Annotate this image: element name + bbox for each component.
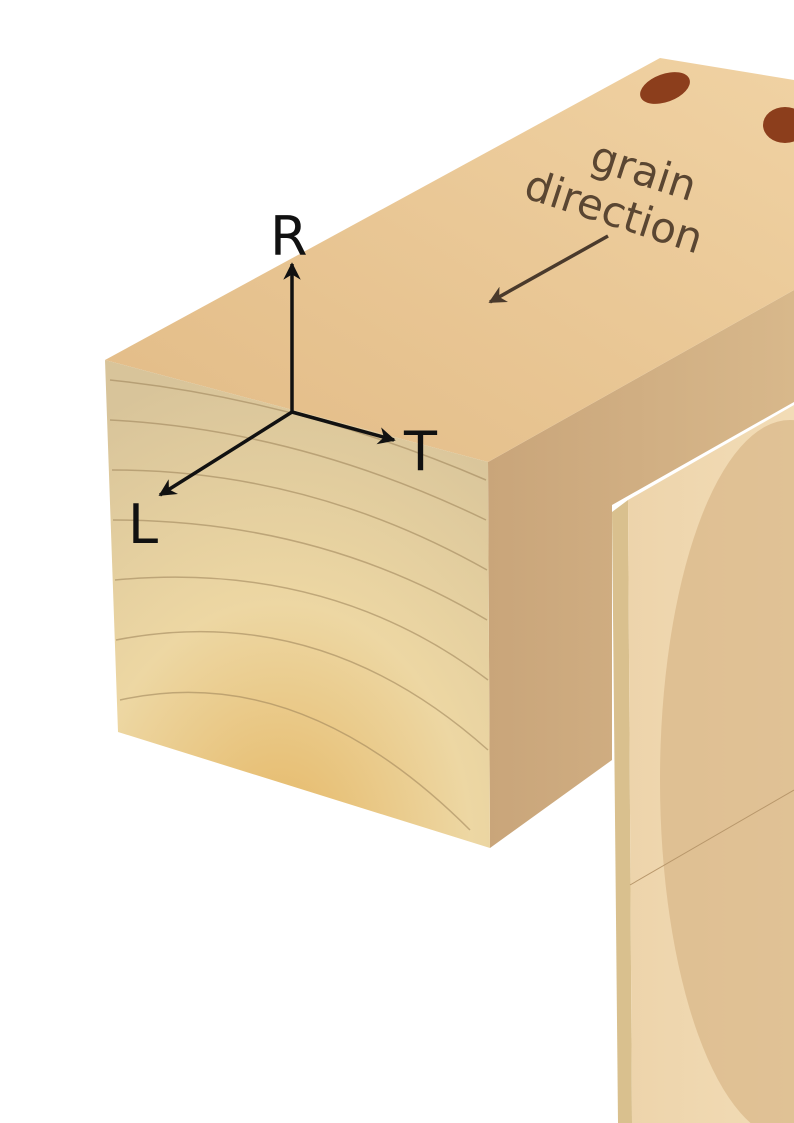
board-shade — [660, 420, 794, 1123]
grain-arrow — [488, 234, 609, 304]
knot — [640, 72, 690, 104]
side-face — [488, 290, 794, 848]
board-seam — [629, 789, 794, 886]
axes — [158, 262, 396, 497]
block — [105, 58, 794, 848]
board — [612, 405, 794, 1123]
l-axis — [158, 410, 293, 497]
r-label: R — [270, 205, 308, 268]
top-face — [105, 58, 794, 462]
l-label: L — [128, 493, 158, 556]
end-face — [105, 360, 490, 848]
t-label: T — [403, 420, 438, 483]
board-edge — [612, 500, 632, 1123]
knot — [763, 107, 794, 143]
t-axis — [291, 410, 396, 445]
